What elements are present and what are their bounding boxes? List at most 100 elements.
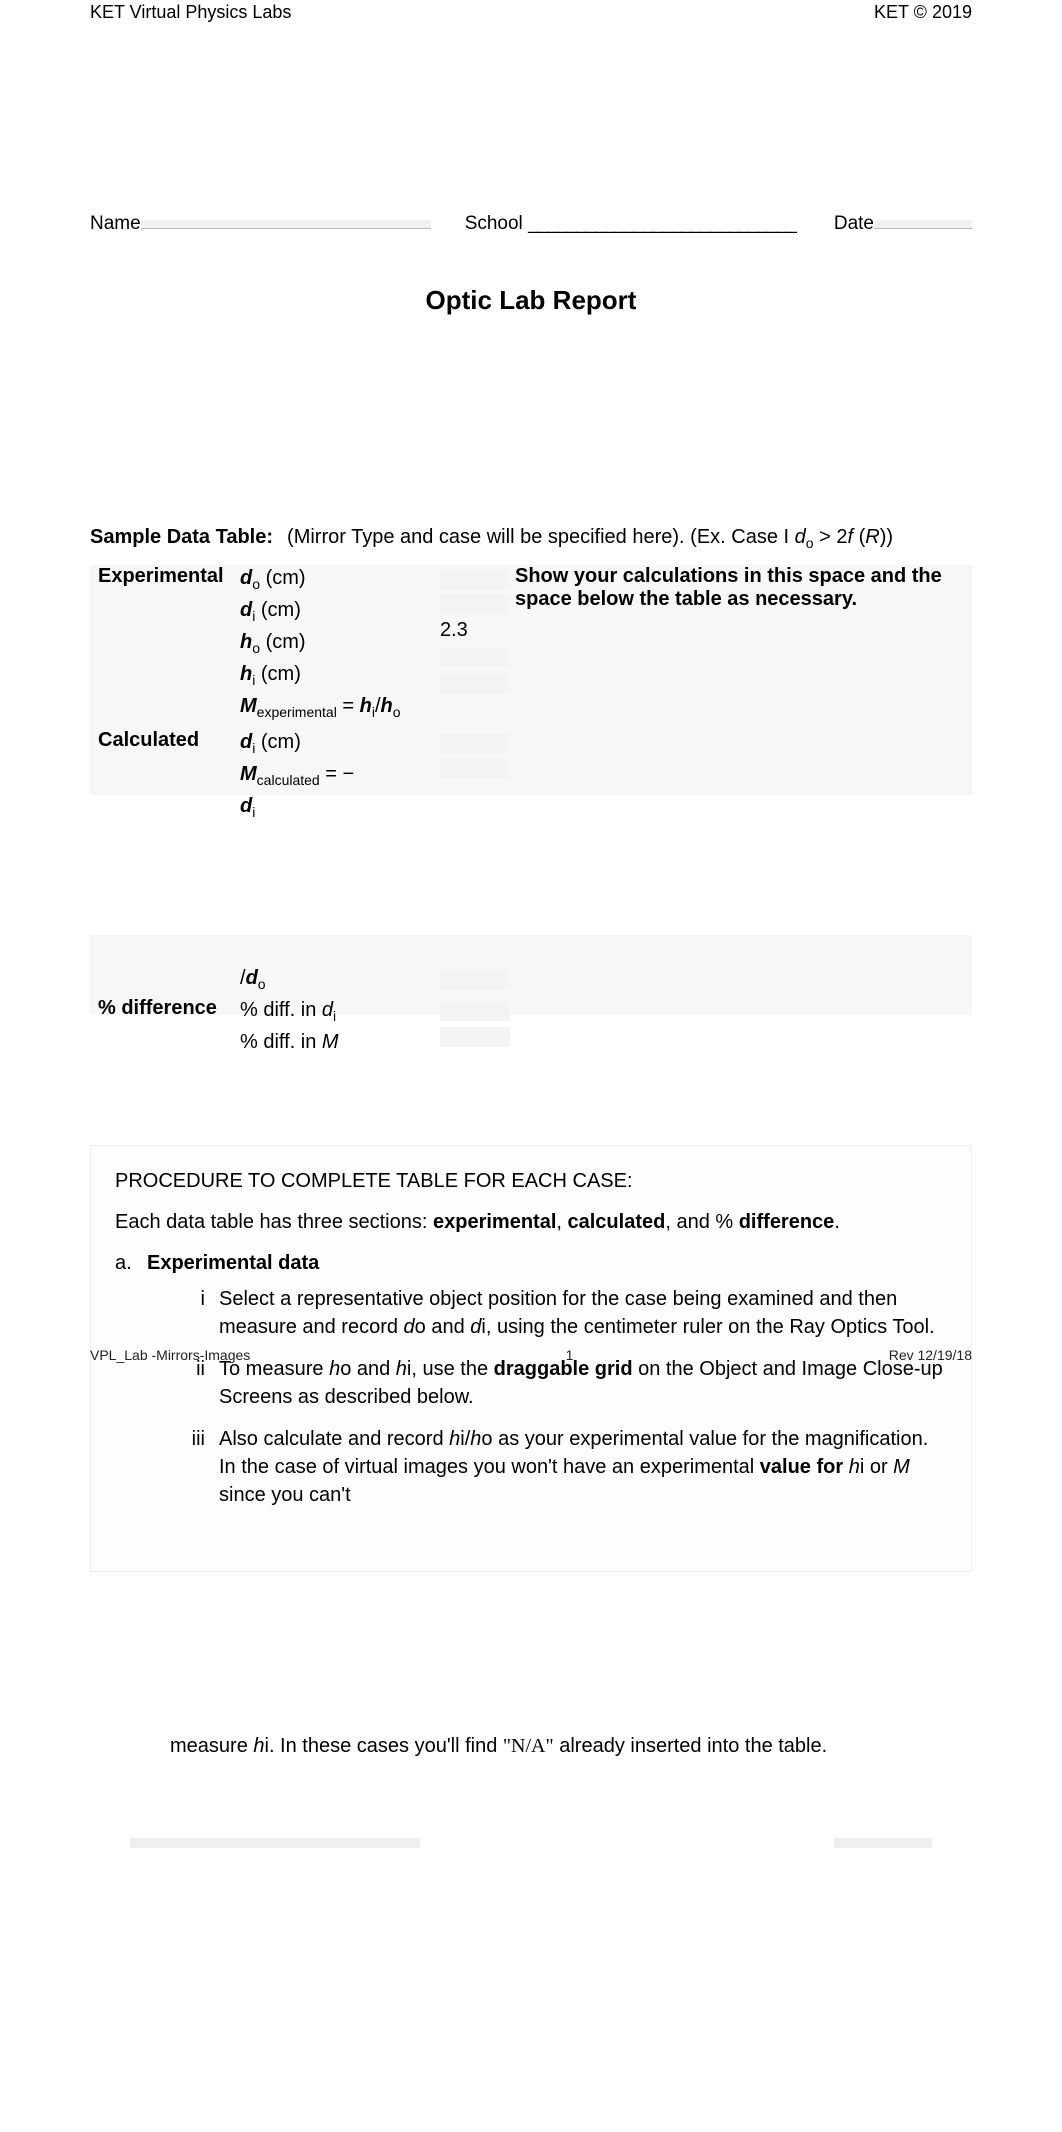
section-calculated: Calculated bbox=[90, 729, 240, 752]
sample-desc-prefix: (Mirror Type and case will be specified … bbox=[287, 526, 685, 548]
row-experimental: Experimental do (cm)di (cm)ho (cm)hi (cm… bbox=[90, 565, 972, 725]
proc-item-a: a. Experimental data iSelect a represent… bbox=[115, 1252, 947, 1523]
input-blank[interactable] bbox=[440, 1001, 510, 1021]
param-line: Mexperimental = hi/ho bbox=[240, 693, 440, 725]
school-blank[interactable]: ____________________________ bbox=[528, 213, 796, 235]
roman-text: Select a representative object position … bbox=[219, 1285, 947, 1341]
calc2-params: /do bbox=[240, 965, 440, 997]
row-calculated: Calculated di (cm)Mcalculated = −di bbox=[90, 729, 972, 825]
value-cell[interactable] bbox=[440, 1023, 515, 1049]
date-field: Date bbox=[834, 213, 972, 235]
proc-intro-a: Each data table has three sections: bbox=[115, 1211, 433, 1233]
roman-text: Also calculate and record hi/ho as your … bbox=[219, 1425, 947, 1509]
sample-desc-R: R bbox=[865, 526, 879, 548]
proc-a-label: Experimental data bbox=[147, 1252, 319, 1274]
exp-params: do (cm)di (cm)ho (cm)hi (cm)Mexperimenta… bbox=[240, 565, 440, 725]
lower-blanks bbox=[90, 1838, 972, 1848]
sample-desc-ex: (Ex. bbox=[690, 526, 726, 548]
roman-item: iii Also calculate and record hi/ho as yo… bbox=[183, 1425, 947, 1509]
exp-vals: 2.3 bbox=[440, 565, 515, 695]
continuation-text: measure hi. In these cases you'll find "… bbox=[90, 1732, 972, 1760]
proc-intro-exp: experimental bbox=[433, 1211, 556, 1233]
procedure-box: PROCEDURE TO COMPLETE TABLE FOR EACH CAS… bbox=[90, 1145, 972, 1572]
input-blank[interactable] bbox=[440, 1027, 510, 1047]
value-cell[interactable] bbox=[440, 729, 515, 755]
lower-blank-right[interactable] bbox=[834, 1838, 932, 1848]
input-blank[interactable] bbox=[440, 595, 510, 615]
roman-marker: ii bbox=[183, 1355, 205, 1411]
date-blank[interactable] bbox=[874, 215, 972, 229]
sample-table-heading: Sample Data Table: (Mirror Type and case… bbox=[90, 526, 972, 551]
sample-label: Sample Data Table: bbox=[90, 526, 273, 549]
procedure-heading: PROCEDURE TO COMPLETE TABLE FOR EACH CAS… bbox=[115, 1170, 947, 1193]
row-calc2: /do bbox=[90, 965, 972, 997]
sample-desc-do: d bbox=[795, 526, 806, 548]
input-blank[interactable] bbox=[440, 569, 510, 589]
param-line: /do bbox=[240, 965, 440, 997]
value-cell[interactable] bbox=[440, 997, 515, 1023]
sample-desc: (Mirror Type and case will be specified … bbox=[287, 526, 893, 551]
proc-a-marker: a. bbox=[115, 1252, 137, 1523]
param-line: di (cm) bbox=[240, 597, 440, 629]
value-cell[interactable] bbox=[440, 669, 515, 695]
doc-header: KET Virtual Physics Labs KET © 2019 bbox=[90, 0, 972, 23]
roman-list: iSelect a representative object position… bbox=[147, 1285, 947, 1509]
procedure-list: a. Experimental data iSelect a represent… bbox=[115, 1252, 947, 1523]
proc-intro-b: , bbox=[556, 1211, 567, 1233]
data-table: Experimental do (cm)di (cm)ho (cm)hi (cm… bbox=[90, 565, 972, 1055]
input-blank[interactable] bbox=[440, 969, 510, 989]
school-field: School ____________________________ bbox=[465, 213, 796, 235]
input-blank[interactable] bbox=[440, 673, 510, 693]
roman-item: iiTo measure ho and hi, use the draggabl… bbox=[183, 1355, 947, 1411]
proc-intro-diff: difference bbox=[739, 1211, 835, 1233]
page: KET Virtual Physics Labs KET © 2019 Name… bbox=[0, 0, 1062, 1908]
input-blank[interactable] bbox=[440, 647, 510, 667]
param-line: di (cm) bbox=[240, 729, 440, 761]
param-line: ho (cm) bbox=[240, 629, 440, 661]
roman-item: iSelect a representative object position… bbox=[183, 1285, 947, 1341]
sample-desc-case: Case I bbox=[731, 526, 794, 548]
report-title: Optic Lab Report bbox=[90, 285, 972, 316]
header-right: KET © 2019 bbox=[874, 2, 972, 23]
proc-intro-c: , and % bbox=[665, 1211, 738, 1233]
proc-intro-calc: calculated bbox=[568, 1211, 666, 1233]
name-blank[interactable] bbox=[141, 215, 431, 229]
section-experimental: Experimental bbox=[90, 565, 240, 588]
param-line: Mcalculated = −di bbox=[240, 761, 440, 825]
proc-intro-d: . bbox=[834, 1211, 840, 1233]
param-line: hi (cm) bbox=[240, 661, 440, 693]
calc-vals bbox=[440, 729, 515, 781]
param-line: do (cm) bbox=[240, 565, 440, 597]
sample-desc-do-sub: o bbox=[806, 535, 814, 551]
calc-note: Show your calculations in this space and… bbox=[515, 565, 972, 611]
roman-text: To measure ho and hi, use the draggable … bbox=[219, 1355, 947, 1411]
pct-params: % diff. in di% diff. in M bbox=[240, 997, 440, 1055]
sample-desc-f: f bbox=[848, 526, 859, 548]
roman-marker: iii bbox=[183, 1425, 205, 1509]
value-cell[interactable]: 2.3 bbox=[440, 617, 515, 643]
value-cell[interactable] bbox=[440, 591, 515, 617]
gap bbox=[90, 825, 972, 965]
row-pct: % difference % diff. in di% diff. in M bbox=[90, 997, 972, 1055]
input-blank[interactable] bbox=[440, 733, 510, 753]
date-label: Date bbox=[834, 213, 874, 235]
calc2-vals bbox=[440, 965, 515, 991]
section-pct: % difference bbox=[90, 997, 240, 1020]
value-cell[interactable] bbox=[440, 755, 515, 781]
param-line: % diff. in M bbox=[240, 1029, 440, 1055]
form-row: Name School ____________________________… bbox=[90, 213, 972, 235]
input-blank[interactable] bbox=[440, 759, 510, 779]
lower-blank-left[interactable] bbox=[130, 1838, 420, 1848]
school-label: School bbox=[465, 213, 523, 235]
sample-desc-gt: > 2 bbox=[819, 526, 847, 548]
name-label: Name bbox=[90, 213, 141, 235]
header-left: KET Virtual Physics Labs bbox=[90, 2, 291, 23]
value-cell[interactable] bbox=[440, 565, 515, 591]
calc-params: di (cm)Mcalculated = −di bbox=[240, 729, 440, 825]
sample-desc-close: )) bbox=[880, 526, 893, 548]
name-field: Name bbox=[90, 213, 431, 235]
roman-marker: i bbox=[183, 1285, 205, 1341]
value-cell[interactable] bbox=[440, 643, 515, 669]
procedure-intro: Each data table has three sections: expe… bbox=[115, 1211, 947, 1234]
value-cell[interactable] bbox=[440, 965, 515, 991]
